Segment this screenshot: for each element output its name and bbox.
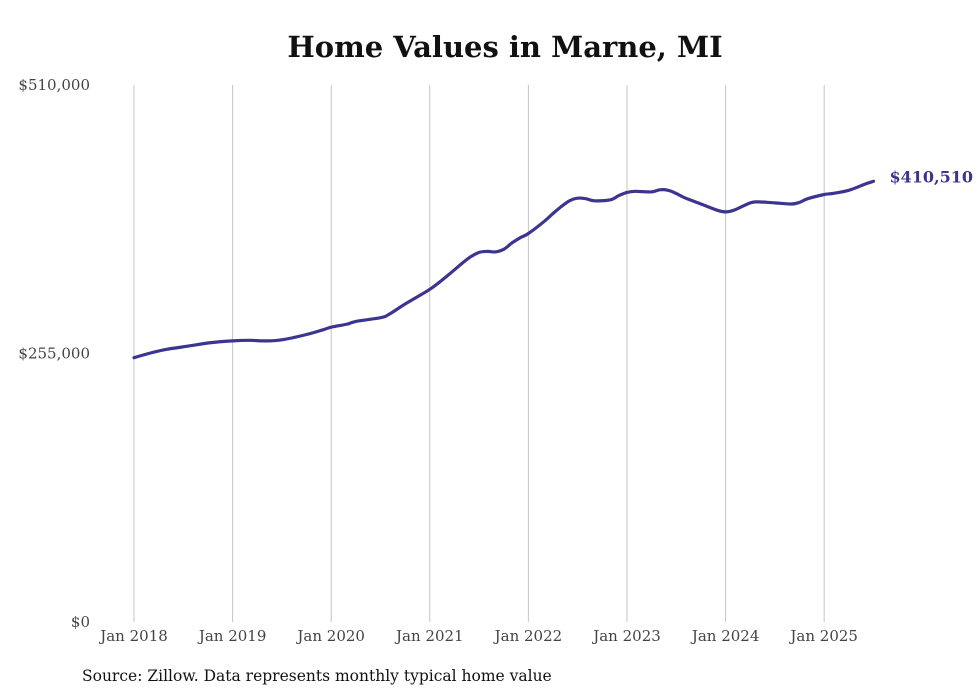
x-tick-label: Jan 2023 [591, 627, 661, 645]
x-tick-label: Jan 2022 [493, 627, 563, 645]
source-note: Source: Zillow. Data represents monthly … [82, 667, 552, 685]
series-line [132, 179, 876, 360]
x-tick-label: Jan 2021 [394, 627, 464, 645]
y-axis-ticks: $0 $255,000 $510,000 [18, 76, 90, 631]
y-tick-label: $0 [71, 613, 90, 631]
x-tick-label: Jan 2018 [98, 627, 168, 645]
end-value-label: $410,510 [890, 167, 974, 186]
chart-title: Home Values in Marne, MI [287, 30, 723, 64]
x-tick-label: Jan 2020 [295, 627, 365, 645]
x-axis-ticks: Jan 2018 Jan 2019 Jan 2020 Jan 2021 Jan 2022… [98, 627, 858, 645]
x-tick-label: Jan 2019 [197, 627, 267, 645]
y-tick-label: $255,000 [18, 345, 90, 363]
x-tick-label: Jan 2025 [788, 627, 858, 645]
y-tick-label: $510,000 [18, 76, 90, 94]
gridlines [133, 85, 825, 622]
x-tick-label: Jan 2024 [690, 627, 760, 645]
